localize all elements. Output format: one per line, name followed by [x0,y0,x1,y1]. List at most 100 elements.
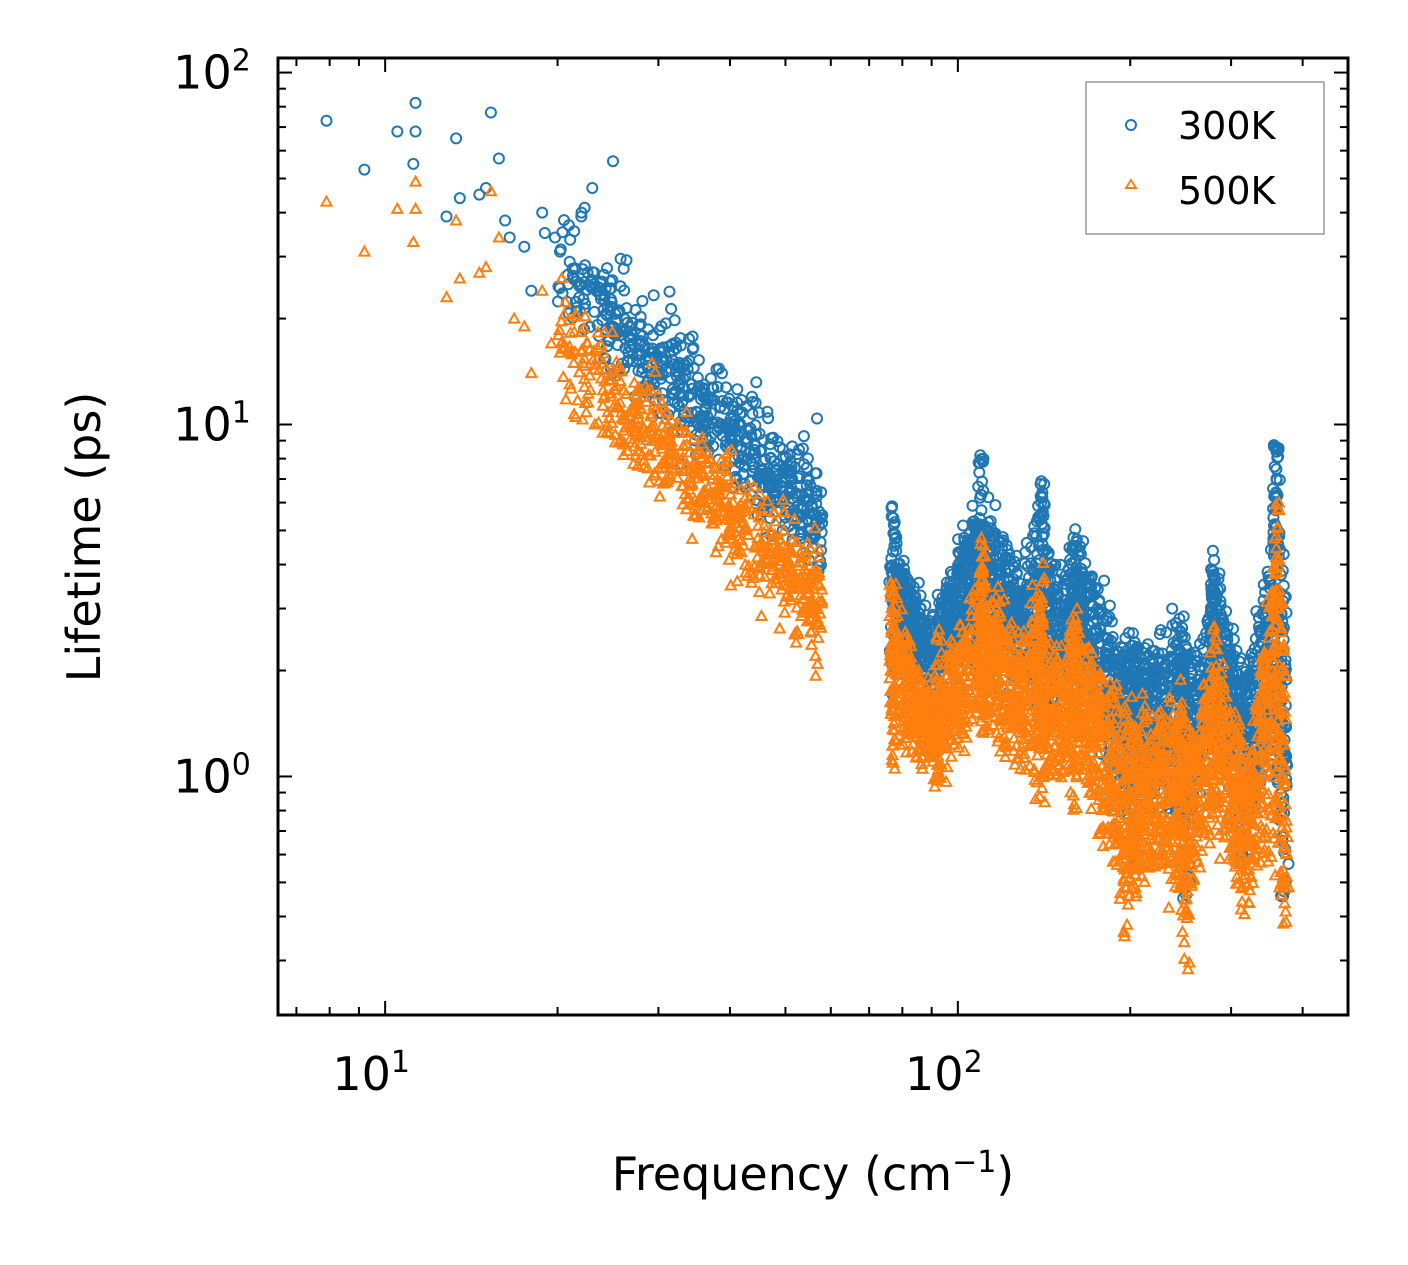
point-300K [744,455,757,468]
point-300K [734,407,746,420]
point-300K [797,430,810,443]
point-300K [606,274,619,287]
point-300K [785,481,798,494]
point-300K [811,412,823,425]
point-300K [777,451,790,464]
point-300K [767,486,780,498]
point-300K [499,214,512,227]
point-300K [358,163,371,176]
point-300K [748,444,761,456]
point-300K [759,453,772,466]
point-300K [676,396,689,409]
point-300K [1103,599,1116,612]
point-300K [473,188,486,201]
point-300K [683,332,695,345]
point-300K [588,266,601,279]
point-300K [622,330,635,343]
point-300K [1122,626,1135,639]
point-300K [691,371,704,384]
point-300K [1148,645,1161,657]
point-300K [940,581,953,594]
point-300K [636,295,649,307]
point-300K [771,458,784,471]
point-300K [407,157,420,170]
point-300K [678,359,691,372]
point-300K [642,342,655,355]
point-300K [776,443,789,456]
point-300K [578,201,591,214]
point-300K [746,390,758,403]
point-300K [409,125,422,138]
point-300K [989,499,1002,512]
point-300K [944,565,957,578]
point-300K [1184,647,1197,660]
point-300K [952,533,965,546]
point-300K [674,332,687,345]
point-300K [601,262,613,275]
point-300K [762,412,775,425]
point-300K [605,296,618,309]
point-300K [1163,671,1175,684]
point-300K [706,416,719,429]
point-300K [940,576,953,589]
point-300K [566,269,579,282]
point-300K [655,320,668,333]
point-300K [792,472,805,485]
point-300K [1150,669,1163,682]
point-300K [1223,643,1236,656]
point-300K [621,356,634,369]
point-300K [677,372,690,385]
point-300K [1166,602,1179,615]
point-300K [1158,698,1171,711]
point-300K [810,467,823,480]
point-300K [798,491,811,504]
point-300K [1194,637,1206,650]
point-300K [805,499,818,512]
point-300K [1049,574,1061,587]
point-300K [756,464,769,477]
point-300K [716,395,729,407]
point-300K [690,416,703,429]
point-300K [641,359,654,372]
point-300K [1230,644,1243,657]
point-300K [731,396,744,409]
point-300K [771,435,784,448]
point-300K [946,568,959,581]
point-300K [665,302,678,315]
point-300K [782,466,795,479]
point-300K [536,206,549,219]
point-300K [1085,571,1098,584]
point-300K [562,219,575,232]
point-300K [564,233,577,246]
point-300K [963,567,976,579]
point-300K [705,394,718,407]
point-300K [778,491,791,503]
point-300K [525,284,538,297]
point-300K [554,243,567,256]
point-300K [743,424,755,437]
point-300K [1030,530,1043,542]
point-300K [766,474,779,487]
point-300K [801,523,814,536]
point-300K [667,387,680,400]
point-300K [685,406,698,419]
point-300K [656,368,669,381]
point-300K [997,534,1010,547]
point-300K [614,252,627,265]
point-300K [663,285,676,298]
point-300K [665,339,678,351]
point-300K [598,290,611,302]
point-300K [1244,680,1257,693]
point-300K [605,282,618,295]
point-300K [647,289,660,302]
point-300K [1098,574,1111,587]
point-300K [991,558,1004,571]
point-300K [1160,626,1173,639]
point-300K [320,114,333,127]
point-300K [810,484,823,497]
point-300K [816,509,829,522]
point-300K [450,132,463,145]
point-300K [959,539,972,552]
point-300K [728,410,741,423]
